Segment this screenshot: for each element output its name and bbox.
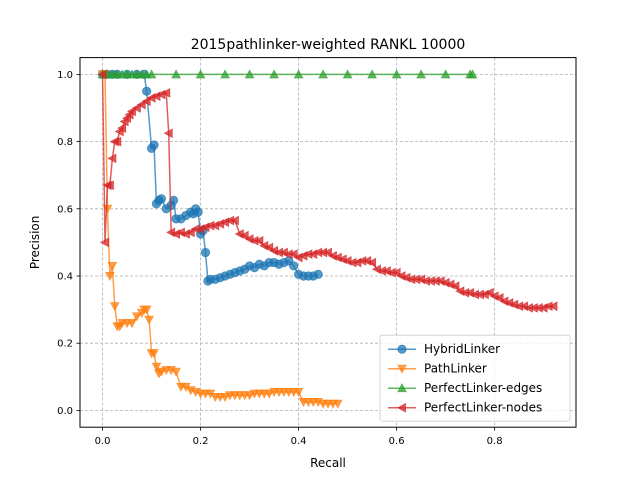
data-point xyxy=(494,292,504,303)
data-point xyxy=(193,207,203,217)
data-point xyxy=(146,69,157,79)
legend: HybridLinker PathLinker PerfectLinker-edge… xyxy=(379,334,571,422)
data-point xyxy=(131,103,141,113)
data-point xyxy=(107,153,117,164)
data-point xyxy=(104,180,114,191)
data-point xyxy=(239,230,249,241)
data-point xyxy=(440,69,451,79)
data-point xyxy=(484,287,494,298)
data-point xyxy=(220,69,230,79)
data-point xyxy=(244,69,255,79)
chart-title: 2015pathlinker-weighted RANKL 10000 xyxy=(191,37,466,53)
data-point xyxy=(269,69,279,79)
data-point xyxy=(136,99,146,110)
x-tick-label: 0.0 xyxy=(95,436,111,447)
data-point xyxy=(171,367,181,377)
data-point xyxy=(126,106,136,117)
legend-item: PerfectLinker-nodes xyxy=(388,401,542,415)
x-axis-label: Recall xyxy=(310,456,346,470)
data-point xyxy=(313,269,323,279)
data-point xyxy=(367,257,377,268)
data-point xyxy=(112,136,122,147)
series-pathlinker xyxy=(97,70,343,409)
data-point xyxy=(131,312,142,322)
data-point xyxy=(107,261,118,271)
data-point xyxy=(288,249,298,260)
legend-marker xyxy=(397,364,407,374)
tick-layer: 0.0 0.2 0.4 0.6 0.8 0.0 0.2 0.4 0.6 0.8 1.0 xyxy=(57,70,502,447)
data-point xyxy=(99,237,109,248)
data-point xyxy=(332,399,343,409)
data-point xyxy=(467,69,478,79)
y-tick-label: 0.6 xyxy=(57,204,73,215)
data-point xyxy=(141,305,152,315)
data-point xyxy=(391,267,401,278)
data-point xyxy=(244,391,255,401)
data-point xyxy=(142,86,152,96)
data-point xyxy=(144,315,154,325)
data-point xyxy=(200,247,211,258)
legend-marker xyxy=(397,344,407,354)
y-tick-label: 0.4 xyxy=(57,272,73,283)
data-point xyxy=(117,123,127,134)
data-point xyxy=(163,128,173,139)
y-tick-label: 0.8 xyxy=(57,137,73,148)
x-tick-label: 0.8 xyxy=(487,436,503,447)
data-point xyxy=(149,140,159,150)
data-point xyxy=(342,69,353,79)
data-point xyxy=(322,247,332,258)
x-tick-label: 0.2 xyxy=(193,436,209,447)
data-point xyxy=(156,367,167,377)
data-point xyxy=(367,69,377,79)
legend-label: PathLinker xyxy=(424,362,487,376)
data-point xyxy=(185,227,195,238)
x-tick-label: 0.4 xyxy=(291,436,307,447)
x-tick-label: 0.6 xyxy=(389,436,405,447)
legend-label: HybridLinker xyxy=(424,342,500,356)
legend-label: PerfectLinker-edges xyxy=(424,381,542,395)
data-point xyxy=(156,194,166,204)
legend-box xyxy=(379,334,571,422)
data-point xyxy=(127,319,137,329)
data-point xyxy=(220,392,230,403)
legend-label: PerfectLinker-nodes xyxy=(424,401,542,415)
legend-marker xyxy=(396,402,406,413)
data-point xyxy=(97,69,107,80)
data-point xyxy=(293,387,304,397)
data-point xyxy=(161,88,171,98)
data-point xyxy=(109,302,120,312)
data-point xyxy=(289,261,299,271)
plot-frame xyxy=(79,57,577,428)
data-point xyxy=(229,215,239,226)
data-point xyxy=(169,195,179,205)
legend-item: PathLinker xyxy=(388,362,487,376)
data-point xyxy=(293,69,304,79)
data-point xyxy=(264,389,275,399)
data-point xyxy=(149,349,159,359)
data-point xyxy=(195,69,206,79)
data-point xyxy=(105,272,115,282)
data-point xyxy=(548,301,558,312)
y-tick-label: 1.0 xyxy=(57,70,73,81)
data-point xyxy=(141,96,151,107)
data-point xyxy=(151,362,162,372)
y-tick-label: 0.2 xyxy=(57,339,73,350)
data-point xyxy=(171,69,181,79)
data-point xyxy=(391,69,402,79)
y-tick-label: 0.0 xyxy=(57,406,73,417)
series-perfectlinker-nodes xyxy=(97,69,558,313)
legend-item: PerfectLinker-edges xyxy=(388,381,542,395)
data-point xyxy=(254,235,264,246)
y-axis-label: Precision xyxy=(28,216,42,270)
legend-item: HybridLinker xyxy=(388,342,500,356)
data-point xyxy=(264,242,274,253)
legend-marker xyxy=(397,383,407,393)
data-point xyxy=(450,281,460,291)
data-point xyxy=(416,69,426,79)
data-point xyxy=(318,69,328,79)
series-layer xyxy=(97,69,558,409)
data-point xyxy=(102,204,113,214)
